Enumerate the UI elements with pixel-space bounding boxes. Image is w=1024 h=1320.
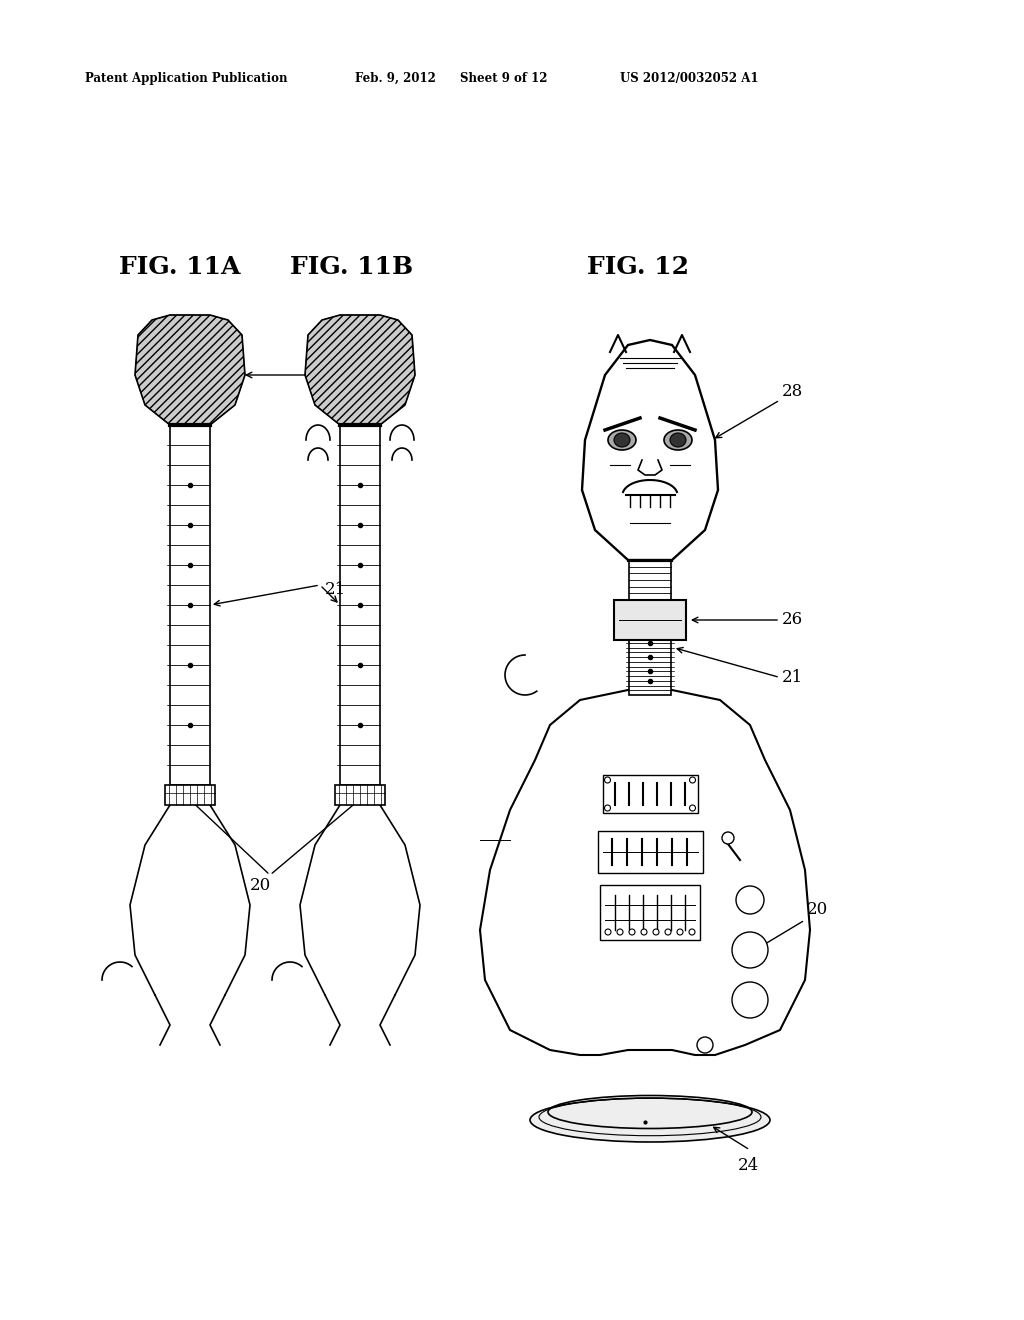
- Circle shape: [604, 777, 610, 783]
- Bar: [629, 601, 671, 696]
- Text: Sheet 9 of 12: Sheet 9 of 12: [460, 73, 548, 84]
- Circle shape: [653, 929, 659, 935]
- Text: 28: 28: [315, 362, 336, 379]
- Text: US 2012/0032052 A1: US 2012/0032052 A1: [620, 73, 759, 84]
- Text: 24: 24: [737, 1156, 759, 1173]
- Text: 21: 21: [325, 582, 346, 598]
- Bar: [614, 601, 686, 640]
- Ellipse shape: [608, 430, 636, 450]
- Polygon shape: [480, 690, 810, 1055]
- Text: Patent Application Publication: Patent Application Publication: [85, 73, 288, 84]
- Circle shape: [689, 805, 695, 810]
- Bar: [165, 785, 215, 805]
- Circle shape: [605, 929, 611, 935]
- Text: Feb. 9, 2012: Feb. 9, 2012: [355, 73, 436, 84]
- Bar: [600, 884, 700, 940]
- Ellipse shape: [664, 430, 692, 450]
- Text: FIG. 12: FIG. 12: [587, 255, 689, 279]
- Text: 20: 20: [250, 876, 270, 894]
- Text: 21: 21: [782, 669, 803, 686]
- Circle shape: [697, 1038, 713, 1053]
- Bar: [340, 425, 380, 785]
- Ellipse shape: [614, 433, 630, 447]
- Circle shape: [641, 929, 647, 935]
- Circle shape: [604, 805, 610, 810]
- Text: FIG. 11A: FIG. 11A: [119, 255, 241, 279]
- Text: 26: 26: [782, 611, 803, 628]
- Circle shape: [665, 929, 671, 935]
- Circle shape: [722, 832, 734, 843]
- Circle shape: [732, 932, 768, 968]
- Ellipse shape: [530, 1098, 770, 1142]
- Circle shape: [689, 929, 695, 935]
- Circle shape: [736, 886, 764, 913]
- Bar: [170, 425, 210, 785]
- Circle shape: [617, 929, 623, 935]
- Bar: [629, 560, 671, 601]
- Bar: [602, 775, 697, 813]
- Text: 28: 28: [782, 384, 803, 400]
- Polygon shape: [305, 315, 415, 425]
- Circle shape: [689, 777, 695, 783]
- Circle shape: [677, 929, 683, 935]
- Ellipse shape: [670, 433, 686, 447]
- Bar: [597, 832, 702, 873]
- Circle shape: [732, 982, 768, 1018]
- Text: 20: 20: [807, 902, 828, 919]
- Text: FIG. 11B: FIG. 11B: [291, 255, 414, 279]
- Bar: [335, 785, 385, 805]
- Polygon shape: [582, 341, 718, 560]
- Circle shape: [629, 929, 635, 935]
- Polygon shape: [135, 315, 245, 425]
